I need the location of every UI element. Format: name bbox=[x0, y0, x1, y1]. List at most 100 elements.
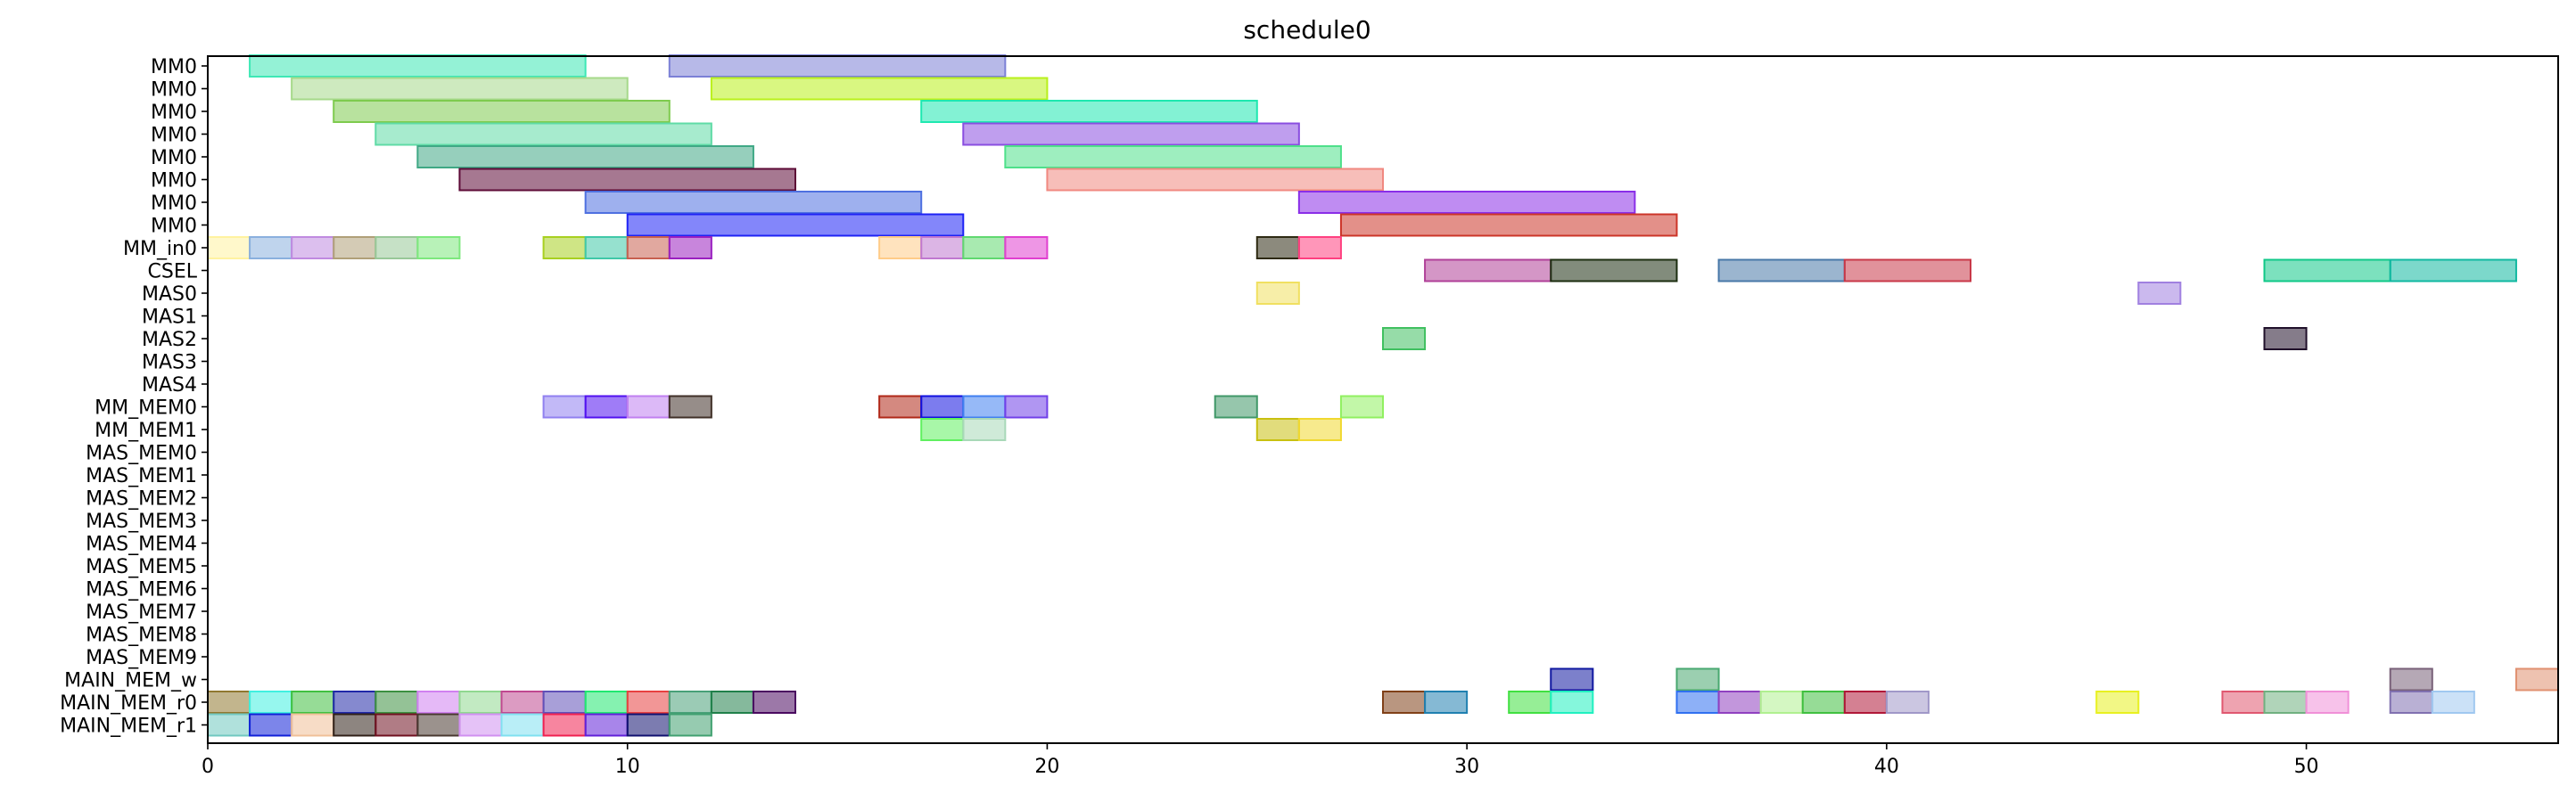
task-bar bbox=[1550, 258, 1678, 282]
task-bar bbox=[1550, 667, 1594, 692]
task-bar bbox=[333, 100, 671, 123]
y-tick-label: MAS_MEM7 bbox=[86, 602, 197, 624]
task-bar bbox=[1004, 395, 1049, 419]
task-bar bbox=[668, 395, 712, 419]
task-bar bbox=[668, 713, 712, 737]
task-bar bbox=[1297, 418, 1342, 441]
x-tick-label: 10 bbox=[615, 756, 640, 778]
task-bar bbox=[1424, 691, 1469, 714]
task-bar bbox=[1843, 691, 1888, 714]
task-bar bbox=[1004, 145, 1342, 168]
task-bar bbox=[1801, 691, 1846, 714]
task-bar bbox=[1508, 691, 1552, 714]
task-bar bbox=[1675, 691, 1720, 714]
task-bar bbox=[626, 395, 671, 419]
task-bar bbox=[1382, 327, 1427, 350]
task-bar bbox=[2514, 667, 2559, 692]
y-tick-label: MM0 bbox=[151, 102, 197, 124]
task-bar bbox=[752, 691, 797, 714]
y-tick-label: MAS1 bbox=[142, 307, 197, 329]
task-bar bbox=[1255, 418, 1300, 441]
task-bar bbox=[2095, 691, 2140, 714]
task-bar bbox=[500, 713, 545, 737]
task-bar bbox=[1382, 691, 1427, 714]
task-bar bbox=[2221, 691, 2266, 714]
task-bar bbox=[1717, 258, 1846, 282]
task-bar bbox=[1339, 395, 1385, 419]
task-bar bbox=[1046, 168, 1385, 192]
task-bar bbox=[584, 191, 923, 214]
task-bar bbox=[1297, 236, 1342, 259]
y-tick-label: MM0 bbox=[151, 125, 197, 147]
task-bar bbox=[1255, 236, 1300, 259]
task-bar bbox=[374, 713, 419, 737]
y-tick-label: MAS_MEM0 bbox=[86, 443, 197, 465]
task-bar bbox=[2263, 691, 2308, 714]
y-tick-label: MM0 bbox=[151, 79, 197, 102]
task-bar bbox=[2263, 258, 2391, 282]
task-bar bbox=[1675, 667, 1720, 692]
task-bar bbox=[1885, 691, 1930, 714]
task-bar bbox=[207, 691, 251, 714]
task-bar bbox=[710, 77, 1049, 101]
task-bar bbox=[249, 236, 293, 259]
task-bar bbox=[1214, 395, 1258, 419]
task-bar bbox=[962, 236, 1007, 259]
task-bar bbox=[2431, 691, 2475, 714]
y-tick-label: MAS_MEM1 bbox=[86, 465, 197, 487]
task-bar bbox=[291, 713, 335, 737]
task-bar bbox=[500, 691, 545, 714]
task-bar bbox=[626, 713, 671, 737]
task-bar bbox=[668, 691, 712, 714]
task-bar bbox=[542, 395, 587, 419]
task-bar bbox=[249, 691, 293, 714]
task-bar bbox=[542, 236, 587, 259]
task-bar bbox=[962, 395, 1007, 419]
task-bar bbox=[962, 122, 1300, 146]
task-bar bbox=[626, 236, 671, 259]
task-bar bbox=[291, 77, 629, 101]
task-bar bbox=[374, 236, 419, 259]
task-bar bbox=[584, 395, 629, 419]
task-bar bbox=[416, 145, 754, 168]
y-tick-label: MAIN_MEM_r1 bbox=[60, 716, 197, 738]
task-bar bbox=[458, 168, 797, 192]
y-tick-label: MAS_MEM3 bbox=[86, 511, 197, 533]
task-bar bbox=[668, 236, 712, 259]
task-bar bbox=[374, 122, 712, 146]
x-tick-label: 30 bbox=[1454, 756, 1479, 778]
y-tick-label: MAS_MEM2 bbox=[86, 488, 197, 511]
task-bar bbox=[1255, 282, 1300, 305]
task-bar bbox=[1424, 258, 1552, 282]
x-tick-label: 40 bbox=[1874, 756, 1899, 778]
task-bar bbox=[2389, 258, 2517, 282]
y-tick-label: MM_MEM0 bbox=[95, 397, 197, 420]
y-tick-label: MAS_MEM8 bbox=[86, 625, 197, 647]
task-bar bbox=[458, 713, 503, 737]
task-bar bbox=[710, 691, 754, 714]
task-bar bbox=[207, 713, 251, 737]
task-bar bbox=[416, 691, 461, 714]
y-tick-label: MAIN_MEM_w bbox=[64, 670, 197, 692]
task-bar bbox=[626, 691, 671, 714]
task-bar bbox=[584, 236, 629, 259]
task-bar bbox=[2137, 282, 2182, 305]
x-tick-label: 20 bbox=[1034, 756, 1059, 778]
x-axis: 0 10 20 30 40 50 bbox=[202, 743, 2319, 778]
y-tick-label: MAS4 bbox=[142, 374, 197, 397]
task-bar bbox=[1550, 691, 1594, 714]
task-bar bbox=[374, 691, 419, 714]
y-tick-label: MAS0 bbox=[142, 283, 197, 306]
task-bar bbox=[1004, 236, 1049, 259]
task-bar bbox=[333, 691, 377, 714]
task-bar bbox=[291, 691, 335, 714]
task-bar bbox=[542, 713, 587, 737]
task-bar bbox=[249, 54, 587, 78]
task-bar bbox=[416, 236, 461, 259]
y-tick-label: MAS_MEM9 bbox=[86, 647, 197, 669]
task-bar bbox=[878, 236, 923, 259]
task-bar bbox=[2389, 691, 2433, 714]
task-bar bbox=[920, 418, 965, 441]
y-tick-label: MAIN_MEM_r0 bbox=[60, 692, 197, 715]
